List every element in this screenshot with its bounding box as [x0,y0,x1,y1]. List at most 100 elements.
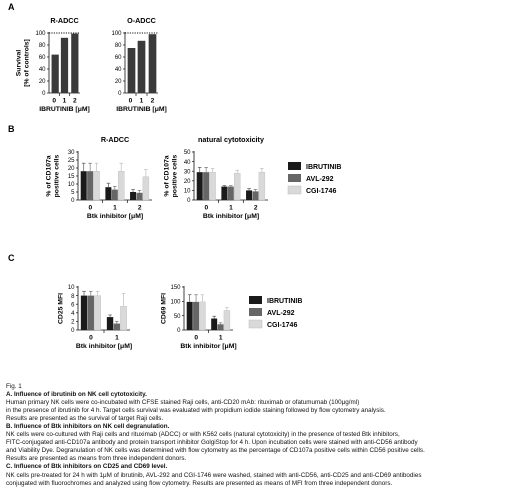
chart-title: natural cytotoxicity [198,135,264,144]
y-tick-label: 10 [68,285,75,291]
x-tick-label: 1 [140,98,144,105]
y-axis-label-line: positive cells [171,154,178,197]
y-tick-label: 8 [71,294,75,300]
bar-ibrutinib [106,317,114,330]
bar-cgi-1746 [199,301,206,331]
caption-fig-label: Fig. 1 [6,383,22,390]
bar-cgi-1746 [234,172,241,201]
y-tick-label: 100 [170,300,181,306]
y-tick-label: 80 [39,43,46,49]
y-tick-label: 60 [39,55,46,61]
y-tick-label: 30 [68,150,75,156]
panel-label-c: C [8,253,15,263]
figure-caption: Fig. 1 A. Influence of ibrutinib on NK c… [6,383,518,488]
bar-cgi-1746 [258,171,266,201]
legend: IBRUTINIB AVL-292 CGI-1746 [287,162,341,195]
y-axis-label-line: [% of controls] [23,39,30,87]
y-tick-label: 0 [71,328,75,334]
bar [137,40,146,93]
bar-ibrutinib [246,190,253,200]
chart-title: R-ADCC [50,16,78,25]
y-tick-label: 50 [174,314,181,320]
bar-ibrutinib [130,192,137,200]
bar [60,37,69,93]
panel-label-a: A [8,2,15,12]
caption-b-line: NK cells were co-cultured with Raji cell… [6,431,400,439]
bar-ibrutinib [186,301,193,330]
x-tick-label: 1 [229,205,233,212]
y-tick-label: 40 [115,67,122,73]
bar-ibrutinib [211,318,218,330]
legend-swatch [287,185,302,195]
legend-swatch [249,308,262,316]
bar-ibrutinib [221,186,228,200]
x-tick-label: 0 [89,335,93,342]
y-tick-label: 100 [111,31,122,37]
bar-cgi-1746 [118,170,125,201]
y-tick-label: 40 [39,67,46,73]
panel-label-b: B [8,124,15,134]
bar-ibrutinib [105,187,112,200]
y-tick-label: 30 [184,169,191,175]
legend-label: AVL-292 [306,176,334,183]
legend-label: CGI-1746 [267,322,297,329]
y-tick-label: 0 [71,198,75,204]
bar-avl-292 [136,192,143,200]
caption-b-line: Results are presented as means from thre… [6,455,187,463]
x-tick-label: 2 [254,205,258,212]
y-tick-label: 4 [71,311,75,317]
x-tick-label: 2 [73,98,77,105]
x-axis-label: Btk inhibitor [μM] [76,343,132,350]
x-axis-label: IBRUTINIB [μM] [39,106,90,113]
y-tick-label: 150 [170,285,181,291]
legend-swatch [248,319,263,329]
x-tick-label: 1 [219,335,223,342]
x-axis-label: Btk inhibitor [μM] [180,343,236,350]
y-tick-label: 5 [71,190,75,196]
legend-label: IBRUTINIB [267,298,302,305]
bar-avl-292 [87,171,94,200]
y-axis-label-line: % of CD107a [164,155,171,196]
y-tick-label: 60 [115,55,122,61]
chart-title: R-ADCC [101,135,129,144]
y-axis-label-line: positive cells [53,154,60,197]
x-tick-label: 1 [113,205,117,212]
x-tick-label: 0 [129,98,133,105]
bar-ibrutinib [80,171,87,200]
y-tick-label: 20 [68,166,75,172]
y-tick-label: 15 [68,174,75,180]
bar-avl-292 [113,323,120,330]
x-tick-label: 0 [52,98,56,105]
y-tick-label: 80 [115,43,122,49]
bar-cgi-1746 [142,176,150,201]
y-tick-label: 100 [35,31,46,37]
y-tick-label: 20 [184,179,191,185]
x-tick-label: 0 [194,335,198,342]
legend-swatch [249,296,262,304]
x-tick-label: 1 [115,335,119,342]
bar-avl-292 [227,186,234,200]
caption-c-title: C. Influence of Btk inhibitors on CD25 a… [6,463,168,471]
caption-a-line: Human primary NK cells were co-incubated… [6,399,360,407]
y-tick-label: 0 [187,198,191,204]
bar-avl-292 [87,295,94,330]
y-axis-label: % of CD107a positive cells [46,154,61,197]
caption-b-line: and Viability Dye. Degranulation of NK c… [6,447,425,455]
y-tick-label: 0 [42,91,46,97]
x-axis-label: Btk inhibitor [μM] [87,213,143,220]
caption-b-line: FITC-conjugated anti-CD107a antibody and… [6,439,418,447]
y-tick-label: 0 [177,328,181,334]
bar-cgi-1746 [209,171,216,201]
caption-a-line: in the presence of ibrutinib for 4 h. Ta… [6,407,386,415]
x-tick-label: 0 [204,205,208,212]
bar-avl-292 [217,324,224,330]
legend-swatch [288,162,301,170]
y-axis-label: Survival [% of controls] [16,39,31,87]
bar-cgi-1746 [120,306,127,331]
bar-ibrutinib [196,172,203,200]
caption-a-title: A. Influence of ibrutinib on NK cell cyt… [6,391,147,399]
